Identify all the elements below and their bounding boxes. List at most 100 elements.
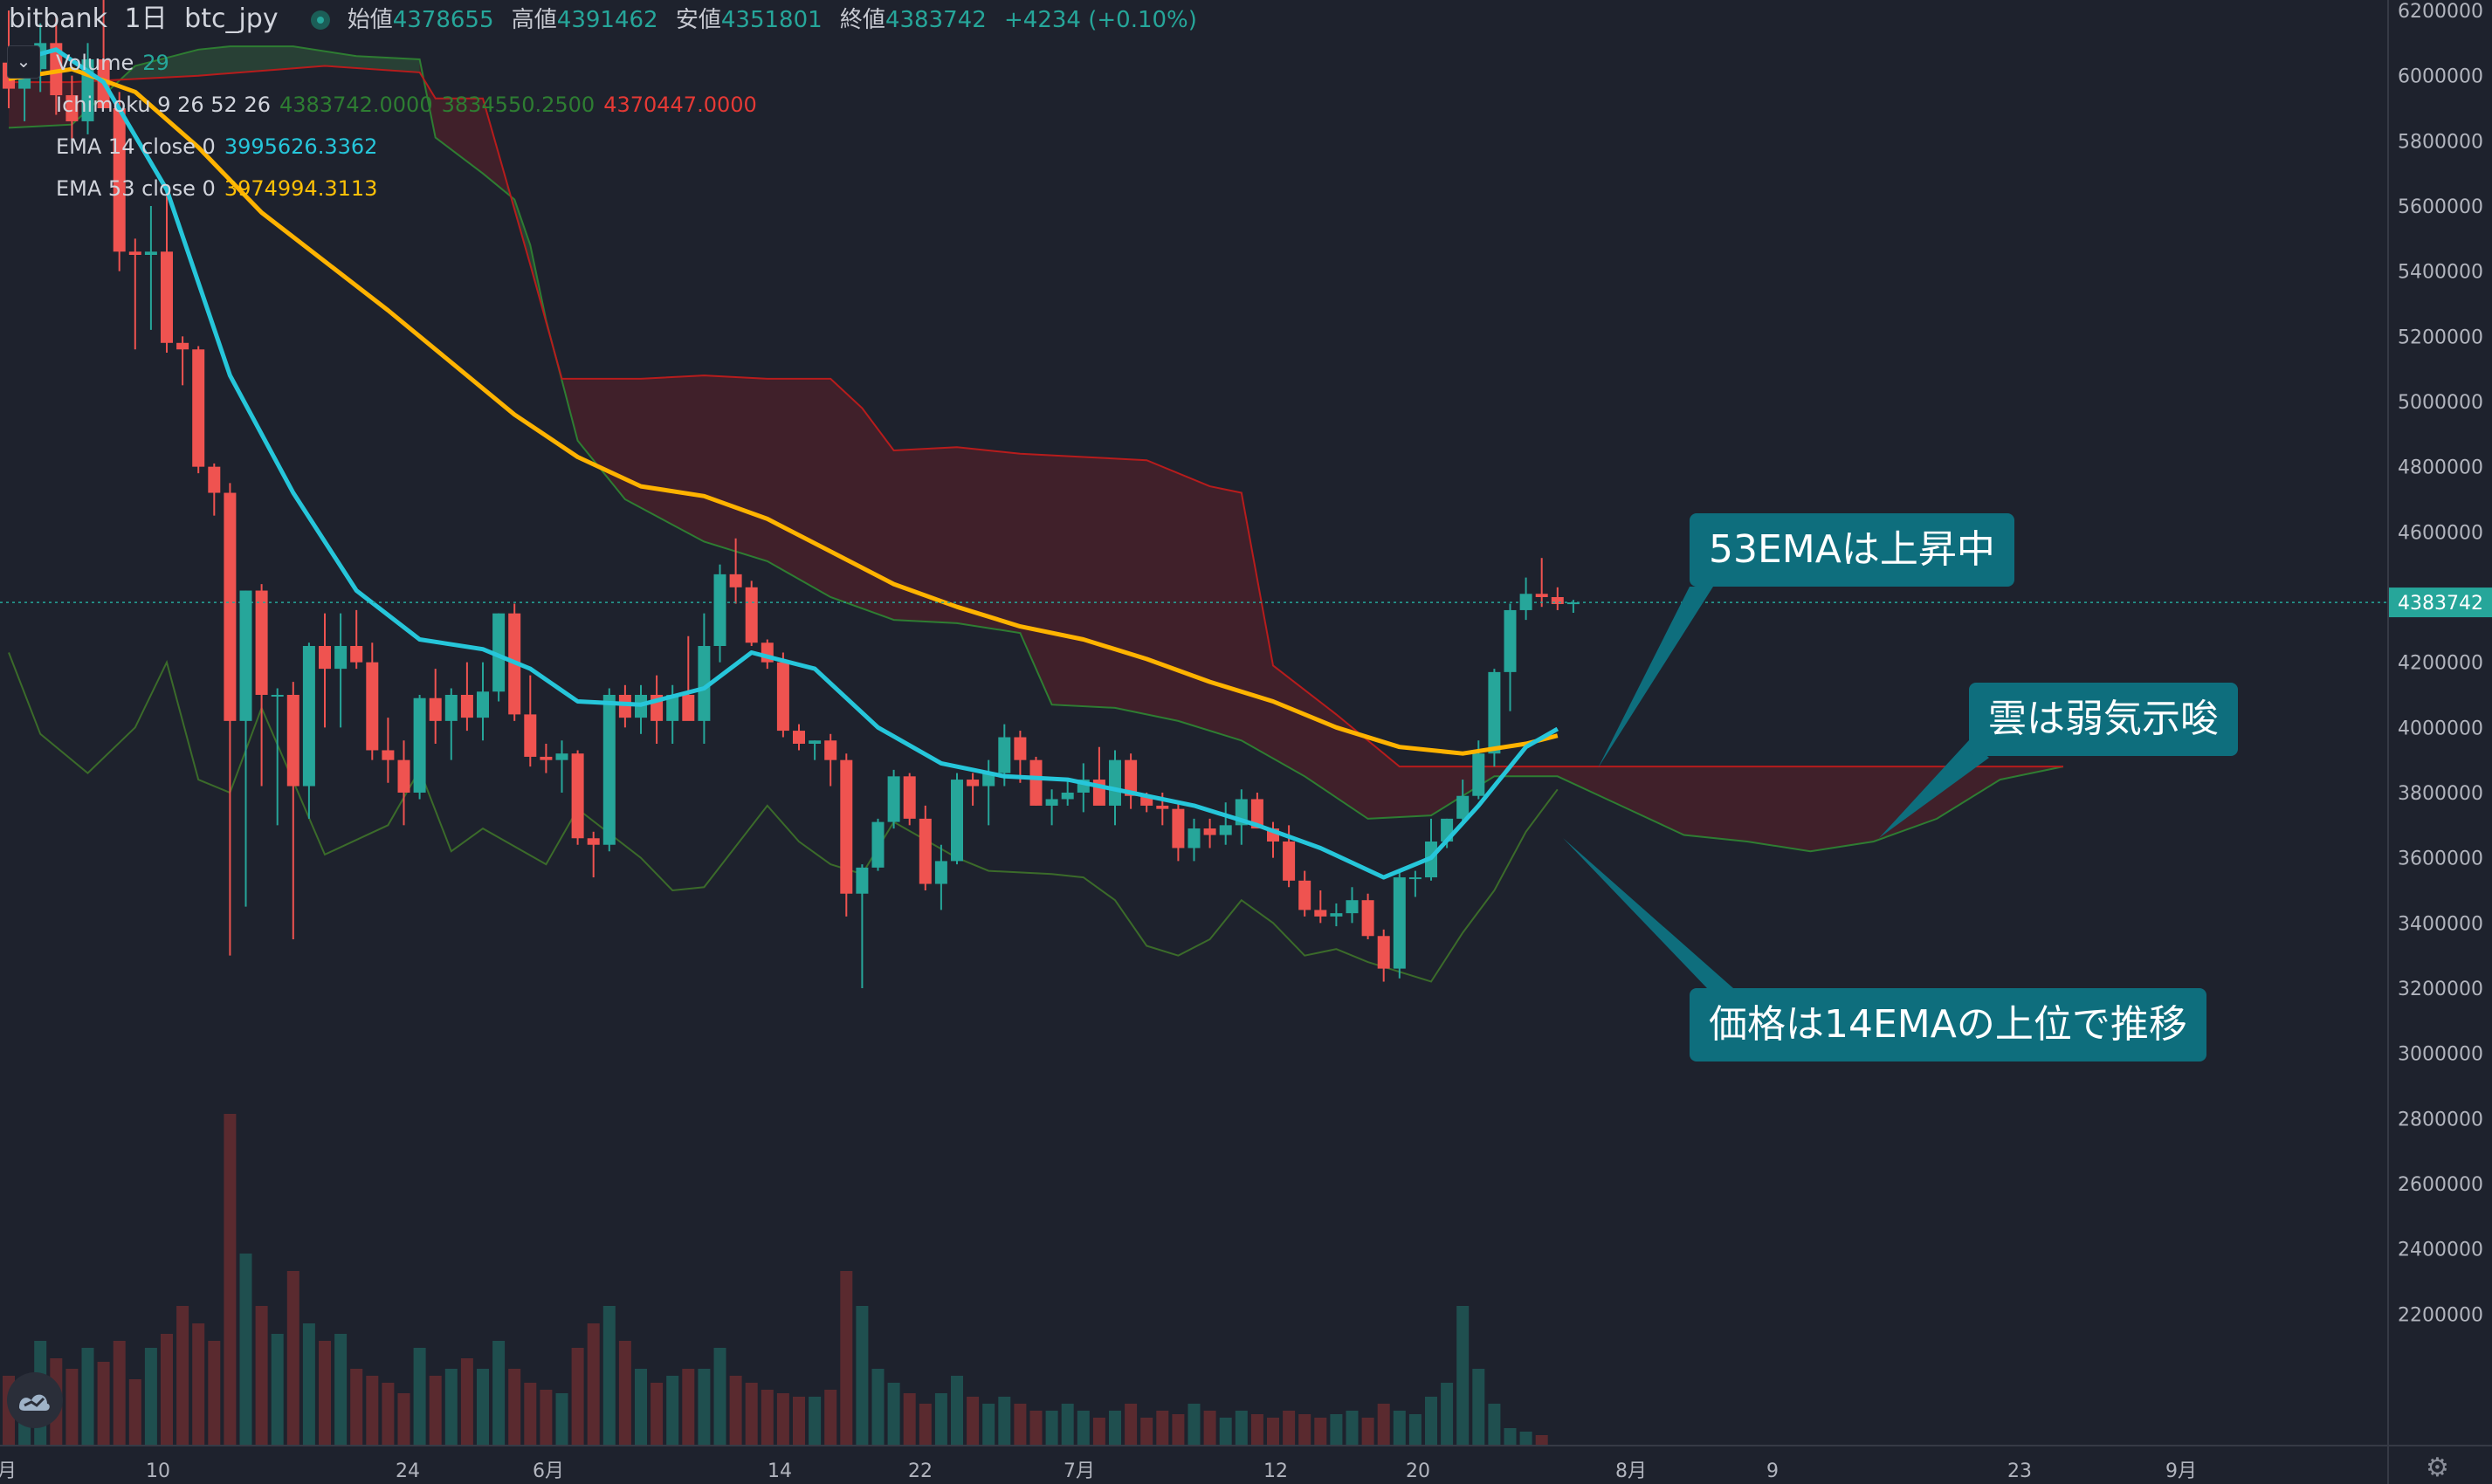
volume-bar [1472,1369,1485,1446]
y-tick-label: 5800000 [2398,131,2483,153]
volume-bar [1077,1411,1090,1446]
volume-bar [97,1362,110,1446]
candle-body [524,714,537,757]
candle-body [492,613,506,692]
x-tick-label: 9月 [2165,1460,2197,1482]
y-tick-label: 4600000 [2398,522,2483,544]
candle-body [793,731,805,744]
volume-bar [302,1323,315,1446]
collapse-legend-button[interactable]: ⌄ [7,45,40,79]
candle-body [161,251,173,343]
callout-cloud: 雲は弱気示唆 [1969,683,2238,756]
y-tick-label: 5000000 [2398,392,2483,414]
volume-bar [255,1306,268,1446]
candle-body [460,695,473,718]
ema53-line [8,66,1559,756]
volume-bar [729,1376,742,1446]
candle-body [776,662,789,732]
volume-bar [192,1323,205,1446]
candle-body [824,740,837,760]
exchange-name[interactable]: bitbank [9,3,107,34]
volume-bar [1061,1404,1074,1446]
volume-bar [856,1306,869,1446]
candle-body [1408,877,1422,880]
candle-body [903,776,916,819]
gear-icon[interactable]: ⚙ [2426,1453,2449,1483]
candle-body [350,646,363,663]
symbol-row[interactable]: bitbank 1日 btc_jpy 始値4378655 高値4391462 安… [9,2,1216,37]
candle-body [1330,913,1343,917]
volume-bar [982,1404,995,1446]
volume-bar [1156,1411,1169,1446]
volume-bar [761,1390,774,1446]
candle-body [128,251,141,255]
volume-bar [397,1393,410,1446]
volume-bar [161,1334,173,1446]
candle-body [50,43,63,96]
time-axis: 月 10 24 6月 14 22 7月 12 20 8月 9 23 9月 [0,1460,2197,1482]
volume-bar [1045,1411,1058,1446]
candle-body [192,349,205,467]
volume-bar [65,1369,79,1446]
volume-bar [1314,1418,1327,1446]
ema14-line [8,47,1559,880]
x-tick-label: 22 [908,1460,933,1482]
candle-body [887,776,900,822]
volume-bar [239,1254,252,1446]
candle-body [682,695,695,721]
candle-body [919,818,932,884]
volume-bar [840,1271,853,1446]
volume-bar [587,1323,600,1446]
interval-label[interactable]: 1日 [124,3,168,34]
candle-body [239,590,252,721]
tradingview-logo[interactable] [7,1372,63,1428]
candle-body [1393,877,1406,969]
ema53-legend[interactable]: EMA 53 close 0 3974994.3113 [56,176,378,201]
candle-body [65,95,79,121]
y-tick-label: 6200000 [2398,1,2483,23]
candle-body [1156,805,1169,809]
candle-body [444,695,458,721]
volume-bar [208,1341,221,1446]
candle-body [1535,594,1548,597]
y-tick-label: 4200000 [2398,653,2483,675]
volume-bar [1408,1414,1422,1446]
volume-bar [144,1348,157,1446]
candle-body [1566,602,1580,605]
volume-bar [176,1306,189,1446]
volume-bar [651,1383,664,1446]
volume-bar [1393,1411,1406,1446]
volume-bar [871,1369,885,1446]
volume-bar [1172,1414,1185,1446]
candle-body [144,251,157,255]
senkou-span-b [9,65,2063,768]
ema14-legend[interactable]: EMA 14 close 0 3995626.3362 [56,134,378,159]
ichimoku-cloud [8,45,2064,853]
volume-bar [524,1383,537,1446]
volume-bar [713,1348,726,1446]
volume-bar [682,1369,695,1446]
pointer-cloud [1879,740,1989,838]
y-tick-label: 4800000 [2398,457,2483,479]
candle-body [382,750,395,760]
candle-body [809,740,822,744]
volume-bar [934,1393,947,1446]
ichimoku-legend[interactable]: Ichimoku 9 26 52 26 4383742.0000 3834550.2… [56,93,757,117]
candle-body [1377,936,1390,969]
pair-name[interactable]: btc_jpy [184,3,279,34]
volume-bar [1519,1432,1532,1446]
x-tick-label: 10 [146,1460,170,1482]
volume-bar [698,1369,711,1446]
callout-ema53: 53EMAは上昇中 [1690,513,2014,587]
last-price-label: 4383742 [2389,587,2492,618]
candle-body [998,737,1011,773]
volume-bar [1235,1411,1248,1446]
candle-body [555,753,568,760]
volume-bar [113,1341,126,1446]
volume-legend[interactable]: Volume 29 [56,51,169,75]
svg-text:4383742: 4383742 [2398,593,2483,615]
volume-bar [492,1341,506,1446]
candle-body [255,590,268,695]
volume-bar [1298,1414,1311,1446]
